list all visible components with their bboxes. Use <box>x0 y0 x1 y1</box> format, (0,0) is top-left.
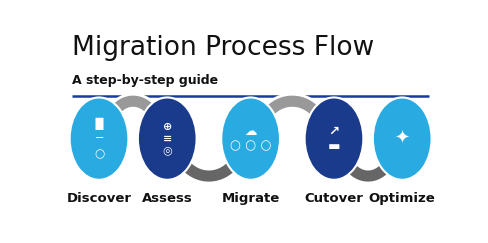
Text: Discover: Discover <box>66 192 131 205</box>
Text: Cutover: Cutover <box>304 192 363 205</box>
Text: ✦: ✦ <box>394 130 409 148</box>
Text: ⊕
≡
◎: ⊕ ≡ ◎ <box>162 122 172 155</box>
Ellipse shape <box>372 97 431 180</box>
Ellipse shape <box>221 97 280 180</box>
Text: Optimize: Optimize <box>368 192 435 205</box>
Ellipse shape <box>304 97 363 180</box>
Text: ↗
▬: ↗ ▬ <box>327 125 340 153</box>
Text: Migration Process Flow: Migration Process Flow <box>72 35 374 61</box>
Ellipse shape <box>69 97 128 180</box>
Text: ▐▌
─
○: ▐▌ ─ ○ <box>90 117 108 160</box>
Text: ☁
○ ○ ○: ☁ ○ ○ ○ <box>229 125 271 153</box>
Text: A step-by-step guide: A step-by-step guide <box>72 74 218 87</box>
Text: Assess: Assess <box>142 192 192 205</box>
Text: Migrate: Migrate <box>221 192 279 205</box>
Ellipse shape <box>138 97 196 180</box>
